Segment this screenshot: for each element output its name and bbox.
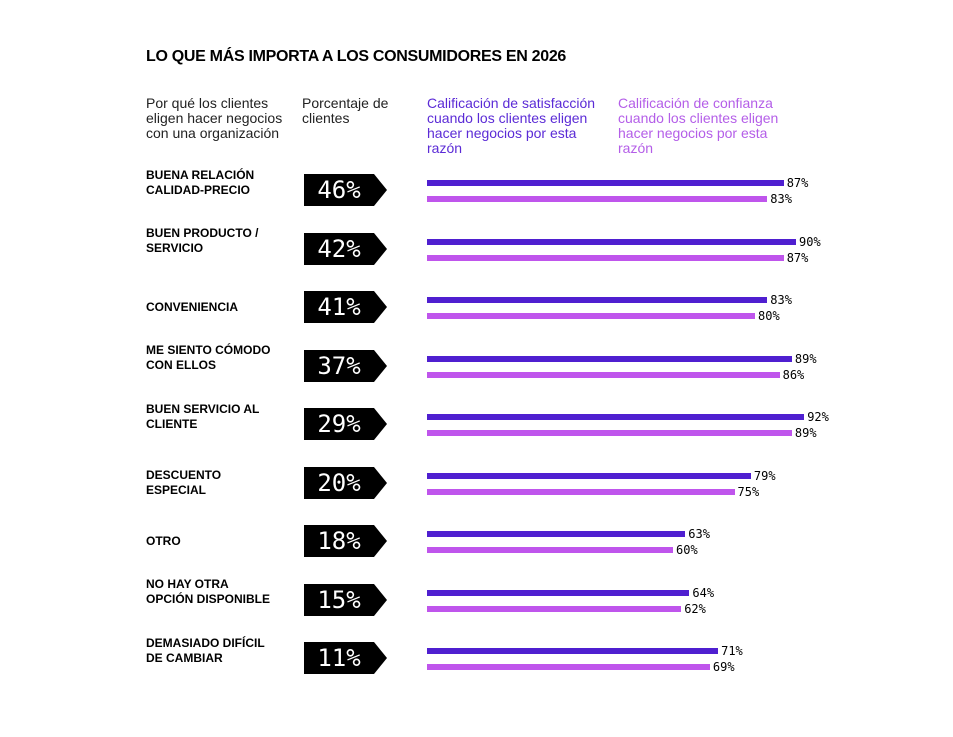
category-label: DEMASIADO DIFÍCIL DE CAMBIAR: [146, 635, 265, 665]
trust-bar: [427, 371, 780, 378]
trust-value-label: 75%: [737, 484, 760, 499]
satisfaction-bar: [427, 531, 686, 537]
category-label: CONVENIENCIA: [146, 299, 239, 314]
trust-value-label: 86%: [782, 367, 805, 382]
category-label: NO HAY OTRA OPCIÓN DISPONIBLE: [146, 577, 271, 606]
satisfaction-value-label: 90%: [799, 234, 821, 249]
percent-badge: 41%: [304, 291, 387, 323]
trust-bar: [427, 313, 755, 319]
category-label: BUEN PRODUCTO / SERVICIO: [146, 226, 259, 255]
trust-value-label: 60%: [676, 543, 698, 557]
chart-title: LO QUE MÁS IMPORTA A LOS CONSUMIDORES EN…: [146, 48, 567, 65]
header-reason: Por qué los clientes eligen hacer negoci…: [146, 95, 283, 141]
category-label: BUEN SERVICIO AL CLIENTE: [146, 401, 260, 431]
trust-value-label: 89%: [794, 426, 817, 440]
trust-bar: [427, 547, 673, 553]
trust-value-label: 87%: [786, 250, 809, 265]
percent-badge: 42%: [304, 232, 387, 265]
trust-bar: [427, 664, 710, 670]
satisfaction-value-label: 63%: [688, 527, 710, 541]
satisfaction-bar: [427, 238, 796, 245]
satisfaction-bar: [427, 472, 751, 479]
satisfaction-bar: [427, 589, 690, 596]
header-satisfaction: Calificación de satisfacción cuando los …: [427, 95, 596, 156]
percent-badge: 46%: [304, 174, 387, 206]
satisfaction-value-label: 71%: [721, 644, 743, 658]
satisfaction-bar: [427, 355, 792, 362]
category-label: ME SIENTO CÓMODO CON ELLOS: [146, 343, 271, 372]
category-label: OTRO: [146, 533, 181, 548]
satisfaction-value-label: 79%: [753, 468, 776, 483]
percent-badge: 15%: [304, 583, 387, 616]
percent-badge: 29%: [304, 408, 387, 440]
satisfaction-value-label: 83%: [770, 293, 792, 307]
percent-badge: 37%: [304, 349, 387, 382]
category-label: BUENA RELACIÓN CALIDAD-PRECIO: [146, 167, 255, 197]
trust-bar: [427, 196, 768, 202]
satisfaction-value-label: 92%: [807, 410, 829, 424]
satisfaction-bar: [427, 648, 719, 654]
trust-value-label: 62%: [684, 601, 706, 616]
trust-value-label: 80%: [758, 309, 780, 323]
satisfaction-bar: [427, 414, 805, 420]
trust-bar: [427, 430, 792, 436]
percent-badge: 11%: [304, 642, 387, 674]
satisfaction-bar: [427, 180, 784, 186]
satisfaction-bar: [427, 297, 768, 303]
trust-bar: [427, 254, 784, 261]
trust-bar: [427, 605, 682, 612]
percent-badge: 20%: [304, 466, 387, 499]
satisfaction-value-label: 64%: [692, 585, 715, 600]
satisfaction-value-label: 89%: [794, 351, 817, 366]
trust-value-label: 83%: [770, 192, 792, 206]
trust-value-label: 69%: [712, 660, 735, 674]
trust-bar: [427, 488, 735, 495]
header-trust: Calificación de confianza cuando los cli…: [618, 95, 779, 156]
satisfaction-value-label: 87%: [786, 176, 809, 190]
percent-badge: 18%: [304, 525, 387, 557]
category-label: DESCUENTO ESPECIAL: [146, 467, 222, 497]
header-percent: Porcentaje de clientes: [302, 95, 389, 126]
